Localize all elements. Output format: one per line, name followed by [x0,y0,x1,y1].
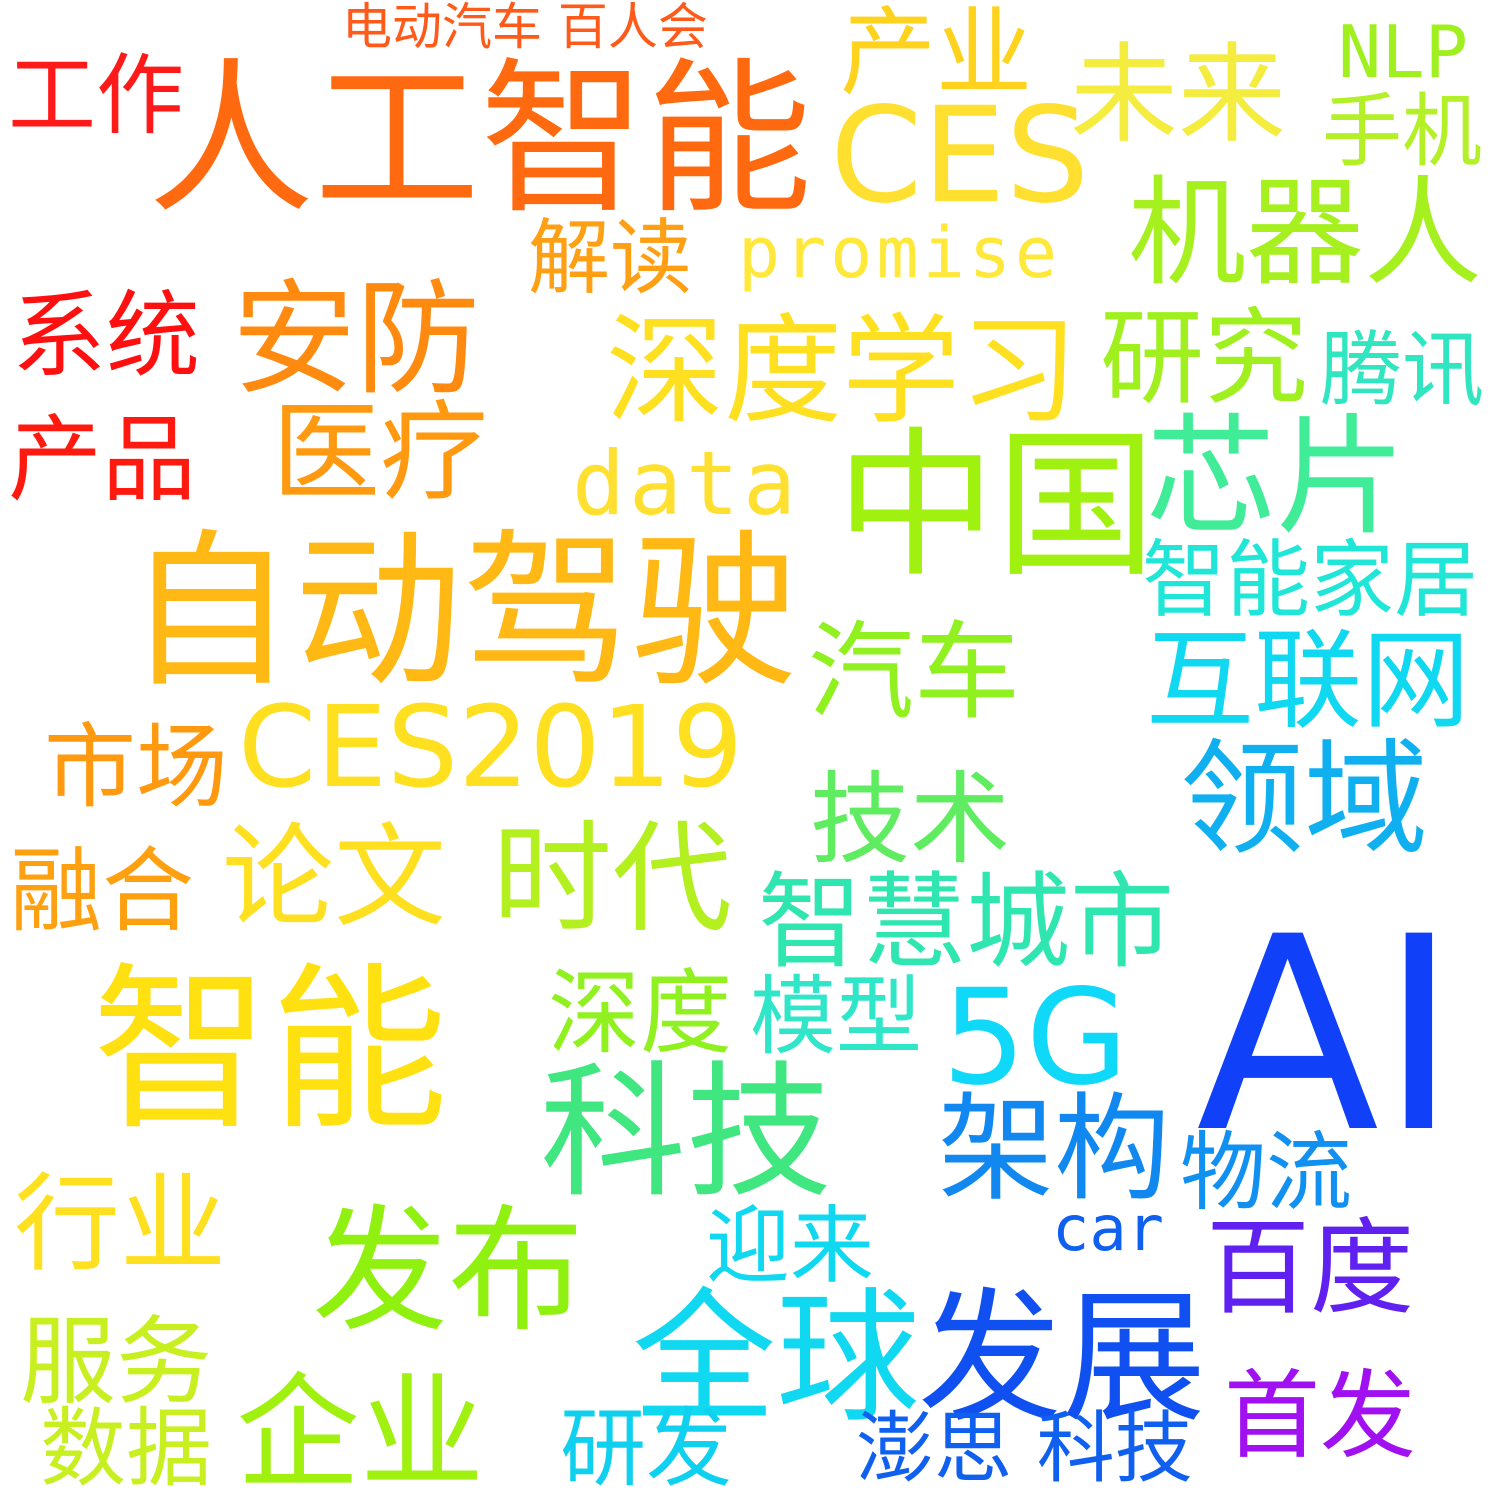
word-chanye: 产业 [840,0,1032,109]
word-quanqiu: 全球 [632,1274,921,1442]
word-moxing: 模型 [750,967,922,1067]
word-fuwu: 服务 [20,1306,212,1418]
word-jiagou: 架构 [938,1082,1170,1217]
word-zhihuichengshi: 智慧城市 [758,861,1175,983]
word-anfang: 安防 [232,268,481,412]
word-ai: AI [1196,880,1459,1192]
word-car: car [1052,1192,1164,1265]
word-fabu: 发布 [312,1193,584,1351]
word-yiliao: 医疗 [272,391,489,516]
word-5g: 5G [942,961,1129,1115]
word-data: data [572,432,800,535]
word-lunwen: 论文 [222,813,446,943]
word-shuju: 数据 [40,1399,212,1499]
word-jiedu: 解读 [528,211,693,306]
word-ces: CES [830,79,1090,233]
word-rengongzhineng: 人工智能 [148,44,812,237]
word-promise: promise [738,212,1062,294]
word-gongzuo: 工作 [8,44,185,147]
word-xinpian: 芯片 [1146,401,1407,553]
word-shoufa: 首发 [1224,1360,1416,1472]
word-nlp: NLP [1338,10,1469,94]
word-ronghe: 融合 [10,838,195,945]
word-hangye: 行业 [14,1163,226,1286]
word-chanpin: 产品 [8,406,197,515]
word-qiche: 汽车 [808,611,1020,734]
word-wuliu: 物流 [1180,1123,1352,1223]
word-ces2019: CES2019 [238,683,744,813]
word-hulianwang: 互联网 [1146,619,1471,744]
word-keji: 科技 [540,1048,832,1218]
word-lingyu: 领域 [1180,728,1429,872]
word-pengsi-keji: 澎思 科技 [856,1404,1193,1494]
word-qiye: 企业 [236,1362,485,1506]
word-tengxun: 腾讯 [1320,323,1485,418]
word-shendu-xuexi: 深度学习 [606,302,1079,440]
word-zhineng: 智能 [92,947,448,1154]
word-shichang: 市场 [44,714,229,821]
word-shouji: 手机 [1322,85,1482,178]
word-zhinengjiaju: 智能家居 [1142,531,1479,629]
word-yanfa: 研发 [560,1399,732,1499]
word-zidongjiashi: 自动驾驶 [126,514,798,710]
word-xitong: 系统 [12,282,201,391]
word-weilai: 未来 [1070,33,1287,158]
word-shendu: 深度 [548,960,733,1067]
word-dianqiche-bairenhui: 电动汽车 百人会 [342,0,708,56]
word-fazhan: 发展 [918,1274,1207,1442]
word-baidu: 百度 [1206,1207,1415,1329]
word-shidai: 时代 [492,810,732,949]
word-zhongguo: 中国 [836,412,1157,599]
word-jishu: 技术 [810,761,1010,878]
word-jiqiren: 机器人 [1128,164,1483,302]
word-yinglai: 迎来 [706,1197,875,1295]
word-yanjiu: 研究 [1100,297,1309,419]
